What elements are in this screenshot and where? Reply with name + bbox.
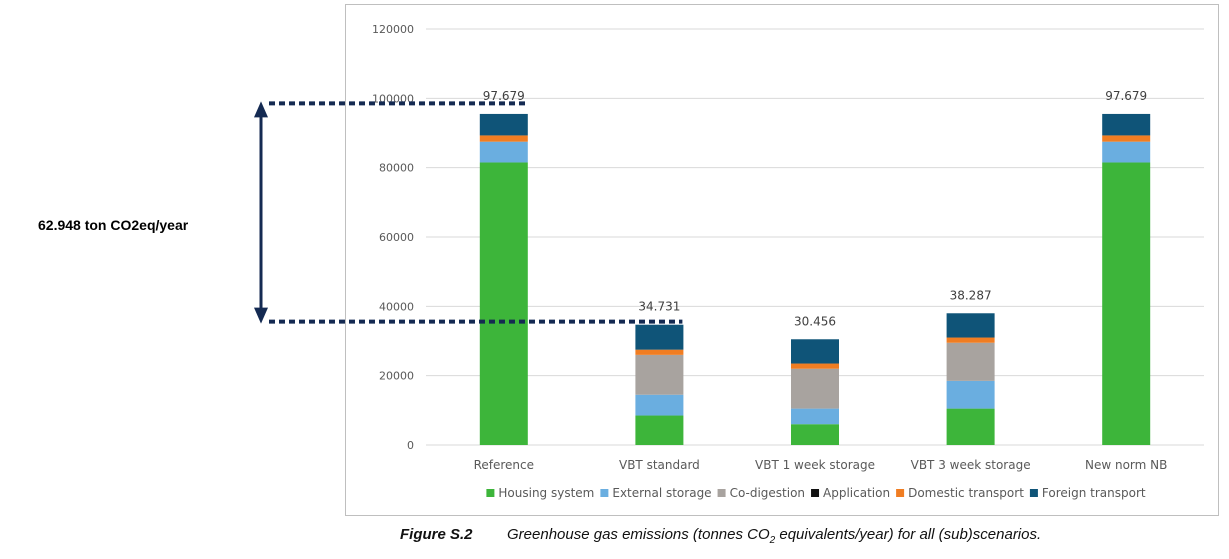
bar-segment — [791, 339, 839, 364]
bar-segment — [946, 408, 995, 445]
bar-segment — [1102, 113, 1151, 136]
bar-segment — [479, 113, 528, 136]
legend-label: Housing system — [498, 486, 594, 500]
bar-segment — [946, 342, 995, 381]
bar-segment — [946, 380, 995, 409]
legend-label: Co-digestion — [730, 486, 805, 500]
arrowhead-up-icon — [254, 101, 268, 118]
caption-text: Greenhouse gas emissions (tonnes CO2 equ… — [507, 526, 1042, 546]
bar-segment — [635, 354, 684, 395]
bar-segment — [791, 363, 839, 369]
bar-total-label: 97.679 — [1105, 89, 1147, 103]
legend-swatch — [896, 489, 905, 497]
legend-label: Application — [823, 486, 890, 500]
legend-label: Foreign transport — [1042, 486, 1146, 500]
bar-segment — [1102, 141, 1151, 163]
bar-segment — [791, 368, 839, 409]
bar-segment — [1102, 135, 1151, 142]
legend-swatch — [811, 489, 820, 497]
legend-swatch — [1029, 489, 1038, 497]
y-tick-label: 20000 — [379, 370, 414, 383]
chart-frame: 0 20000 40000 60000 80000 100000 120000 97.679 R… — [345, 4, 1219, 516]
legend-swatch — [717, 489, 726, 497]
y-tick-label: 80000 — [379, 162, 414, 175]
x-tick-label: VBT standard — [619, 458, 700, 472]
stacked-bar-chart: 0 20000 40000 60000 80000 100000 120000 97.679 R… — [372, 23, 1204, 500]
bar-segment — [946, 337, 995, 343]
y-tick-label: 0 — [407, 439, 414, 452]
x-tick-label: Reference — [474, 458, 534, 472]
y-tick-label: 60000 — [379, 231, 414, 244]
bar-total-label: 97.679 — [483, 89, 525, 103]
legend-swatch — [600, 489, 609, 497]
bar-segment — [635, 394, 684, 416]
bar-segment — [1102, 162, 1151, 445]
x-tick-label: VBT 3 week storage — [911, 458, 1031, 472]
bar-total-label: 38.287 — [950, 288, 992, 302]
legend-swatch — [486, 489, 495, 497]
figure-number: Figure S.2 — [400, 526, 473, 543]
bar-segment — [635, 415, 684, 445]
y-tick-label: 100000 — [372, 92, 414, 105]
bar-segment — [791, 408, 839, 425]
bar-segment — [479, 162, 528, 445]
bar-segment — [479, 141, 528, 163]
bar-total-label: 34.731 — [638, 300, 680, 314]
x-tick-label: New norm NB — [1085, 458, 1167, 472]
bar-segment — [635, 349, 684, 355]
figure-caption: Figure S.2 Greenhouse gas emissions (tonn… — [400, 526, 1229, 546]
bar-segment — [479, 135, 528, 142]
bar-segment — [635, 324, 684, 350]
x-tick-label: VBT 1 week storage — [755, 458, 875, 472]
difference-label: 62.948 ton CO2eq/year — [38, 217, 189, 233]
bar-segment — [946, 313, 995, 338]
y-tick-label: 40000 — [379, 300, 414, 313]
legend-label: Domestic transport — [908, 486, 1024, 500]
arrowhead-down-icon — [254, 307, 268, 324]
legend-label: External storage — [612, 486, 711, 500]
bar-segment — [791, 424, 839, 445]
y-tick-label: 120000 — [372, 23, 414, 36]
bar-total-label: 30.456 — [794, 314, 836, 328]
